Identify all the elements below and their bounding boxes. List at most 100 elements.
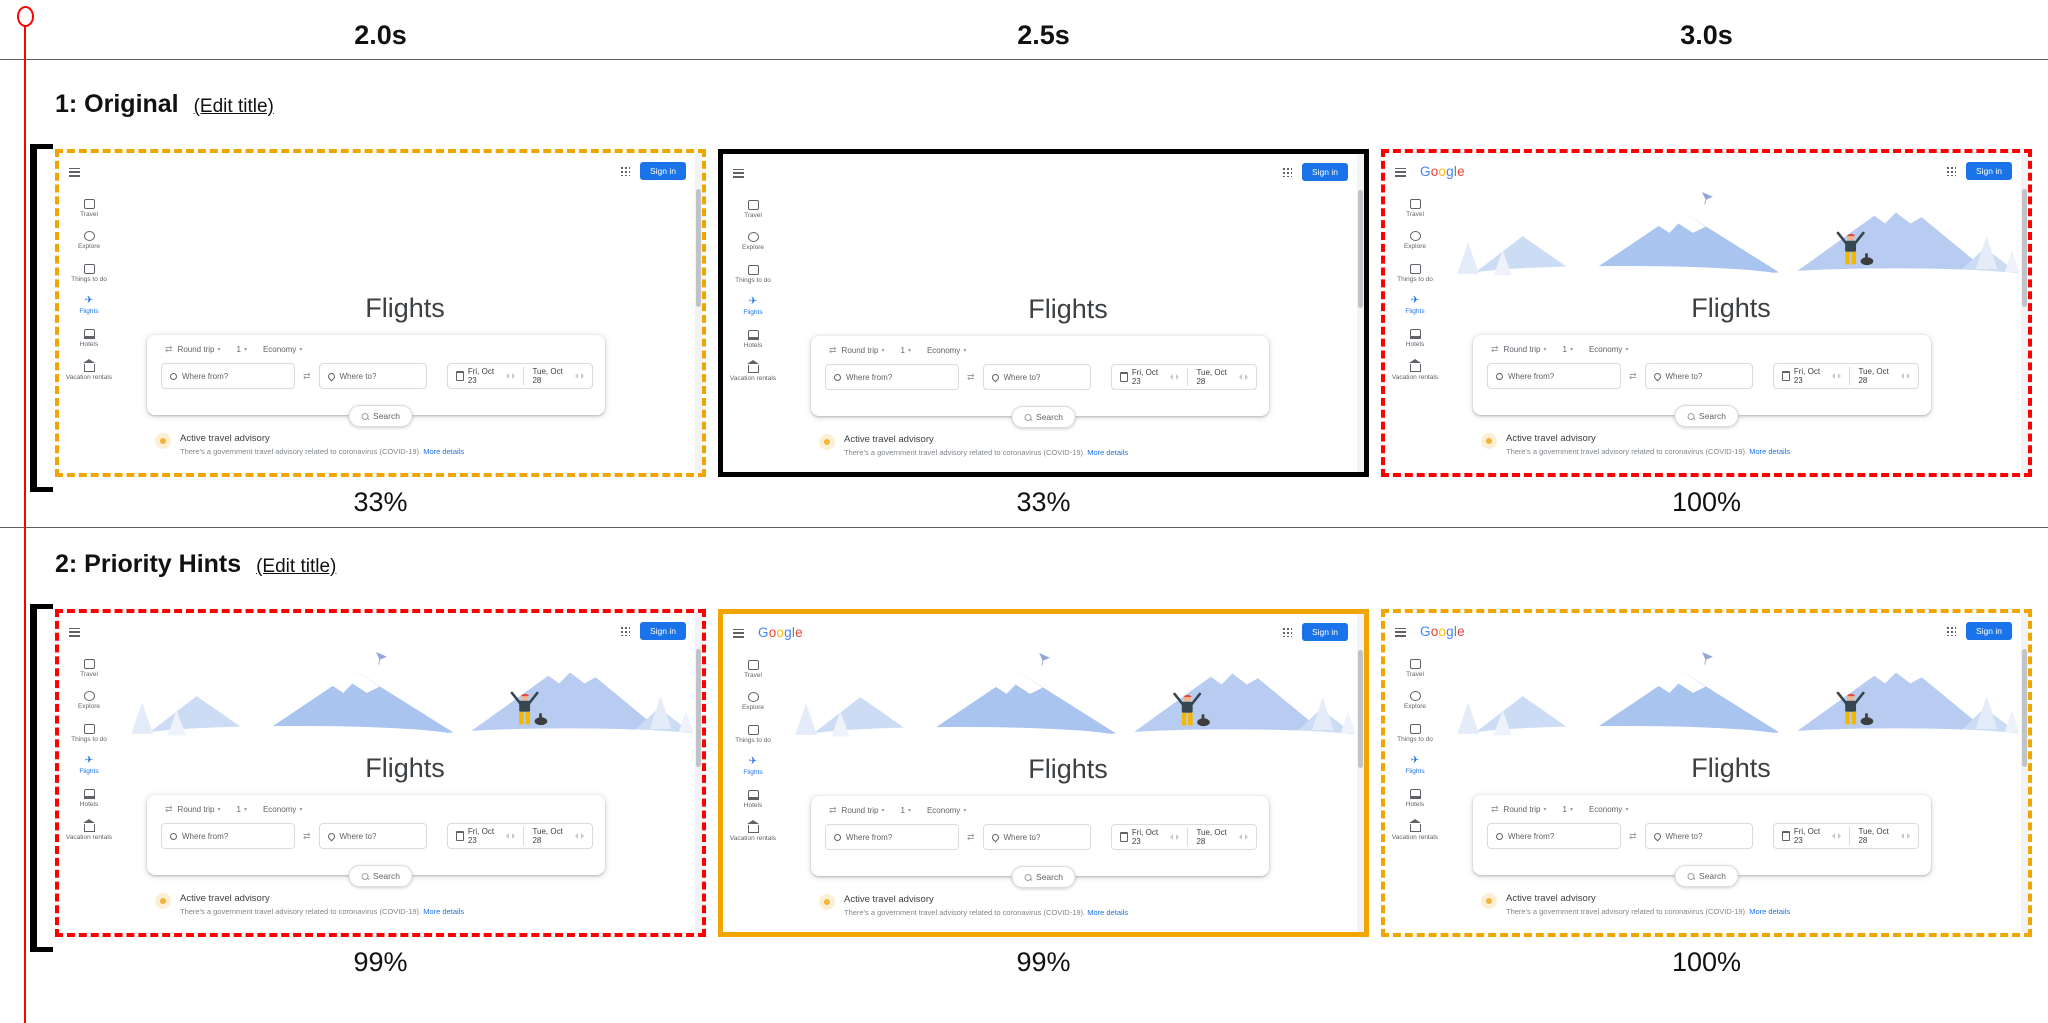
return-date: Tue, Oct 28 xyxy=(523,827,592,845)
date-range-field: Fri, Oct 23 Tue, Oct 28 xyxy=(1111,824,1257,850)
luggage-icon xyxy=(83,199,95,209)
sidebar-item-explore: Explore xyxy=(1389,691,1441,710)
scrollbar-thumb xyxy=(1358,650,1363,768)
filmstrip-frame[interactable]: Google Sign in Travel Explore xyxy=(55,609,706,937)
date-range-field: Fri, Oct 23 Tue, Oct 28 xyxy=(1111,364,1257,390)
sidebar-item-hotels: Hotels xyxy=(1389,788,1441,808)
page-topbar: Google Sign in xyxy=(1395,621,2012,641)
page-sidebar: Travel Explore Things to do ✈ Flights Ho… xyxy=(727,200,779,383)
trip-type-select: ⇄ Round trip ▾ xyxy=(165,804,221,814)
more-details-link: More details xyxy=(1749,447,1791,456)
filmstrip-frame[interactable]: Google Sign in Travel Explore xyxy=(718,609,1369,937)
search-icon xyxy=(1024,413,1032,421)
page-sidebar: Travel Explore Things to do ✈ Flights Ho… xyxy=(63,659,115,842)
sidebar-item-flights: ✈ Flights xyxy=(1405,295,1425,316)
sidebar-item-travel: Travel xyxy=(1389,659,1441,678)
page-topbar: Google Sign in xyxy=(1395,161,2012,181)
search-button: Search xyxy=(1011,866,1076,888)
page-scrollbar xyxy=(695,613,702,933)
visual-progress-label: 99% xyxy=(1016,947,1071,977)
filmstrip-frame[interactable]: Google Sign in Travel Explore xyxy=(55,149,706,477)
edit-title-link[interactable]: (Edit title) xyxy=(193,96,274,117)
search-card: ⇄ Round trip ▾ 1 ▾ Economy ▾ xyxy=(147,795,605,875)
travel-advisory: Active travel advisory There's a governm… xyxy=(819,434,1255,457)
date-range-field: Fri, Oct 23 Tue, Oct 28 xyxy=(447,823,593,849)
more-details-link: More details xyxy=(423,447,465,456)
date-range-field: Fri, Oct 23 Tue, Oct 28 xyxy=(447,363,593,389)
filmstrip-cell: Google Sign in Travel Explore xyxy=(718,609,1369,977)
chevron-down-icon: ▾ xyxy=(1569,807,1573,813)
section-divider xyxy=(0,527,2048,528)
section-heading: 2: Priority Hints (Edit title) xyxy=(55,550,2048,579)
calendar-icon xyxy=(456,371,464,381)
sidebar-item-explore: Explore xyxy=(727,232,779,251)
calendar-icon xyxy=(456,831,464,841)
explore-icon xyxy=(83,691,95,702)
filmstrip-frame[interactable]: Google Sign in Travel Explore xyxy=(1381,609,2032,937)
page-sidebar: Travel Explore Things to do ✈ Flights Ho… xyxy=(63,199,115,382)
apps-grid-icon xyxy=(620,166,630,176)
hotels-icon xyxy=(747,329,759,340)
sidebar-item-flights: ✈ Flights xyxy=(743,296,763,317)
explore-icon xyxy=(1409,231,1421,242)
date-stepper-icons xyxy=(506,373,516,379)
scrollbar-thumb xyxy=(2022,189,2027,307)
depart-date: Fri, Oct 23 xyxy=(1774,827,1849,845)
sidebar-item-explore: Explore xyxy=(1389,231,1441,250)
luggage-icon xyxy=(1409,199,1421,209)
apps-grid-icon xyxy=(1946,166,1956,176)
destination-field: Where to? xyxy=(318,823,428,849)
return-date: Tue, Oct 28 xyxy=(1849,367,1918,385)
explore-icon xyxy=(83,231,95,242)
filmstrip-frame[interactable]: Google Sign in Travel Explore xyxy=(718,149,1369,477)
date-stepper-icons xyxy=(1832,373,1842,379)
things-icon xyxy=(747,724,759,735)
destination-field: Where to? xyxy=(982,824,1092,850)
menu-icon xyxy=(1395,627,1406,637)
hotels-icon xyxy=(747,789,759,800)
origin-icon xyxy=(170,832,177,840)
chevron-down-icon: ▾ xyxy=(217,347,221,353)
sidebar-item-travel: Travel xyxy=(727,660,779,679)
destination-field: Where to? xyxy=(1644,823,1754,849)
hotels-icon xyxy=(1409,788,1421,799)
paraglider-icon xyxy=(1039,653,1050,666)
page-topbar: Google Sign in xyxy=(69,621,686,641)
menu-icon xyxy=(69,627,80,637)
origin-field: Where from? xyxy=(825,824,959,850)
section-heading: 1: Original (Edit title) xyxy=(55,90,2048,119)
sidebar-item-explore: Explore xyxy=(63,231,115,250)
search-card: ⇄ Round trip ▾ 1 ▾ Economy ▾ xyxy=(1473,335,1931,415)
search-card: ⇄ Round trip ▾ 1 ▾ Economy ▾ xyxy=(811,336,1269,416)
chevron-down-icon: ▾ xyxy=(963,348,967,354)
scrollbar-thumb xyxy=(696,189,701,307)
sidebar-item-travel: Travel xyxy=(63,659,115,678)
return-date: Tue, Oct 28 xyxy=(1187,828,1256,846)
date-stepper-icons xyxy=(575,373,584,379)
hotels-icon xyxy=(83,328,95,339)
timeline-playhead-line[interactable] xyxy=(24,20,26,1023)
page-scrollbar xyxy=(2021,613,2028,933)
advisory-icon xyxy=(155,893,171,909)
sidebar-item-things-to-do: Things to do xyxy=(63,263,115,283)
vacation-icon xyxy=(82,819,95,833)
depart-date: Fri, Oct 23 xyxy=(1774,367,1849,385)
flights-icon: ✈ xyxy=(748,296,758,308)
page-sidebar: Travel Explore Things to do ✈ Flights Ho… xyxy=(1389,659,1441,842)
timeline-playhead-handle[interactable] xyxy=(17,6,34,27)
filmstrip-frame[interactable]: Google Sign in Travel Explore xyxy=(1381,149,2032,477)
calendar-icon xyxy=(1782,371,1790,381)
visual-progress-label: 99% xyxy=(353,947,408,977)
chevron-down-icon: ▾ xyxy=(963,808,967,814)
section-title: 1: Original xyxy=(55,90,179,118)
flights-icon: ✈ xyxy=(1410,295,1420,307)
location-pin-icon xyxy=(326,831,336,841)
menu-icon xyxy=(733,628,744,638)
hero-illustration xyxy=(779,642,1357,760)
swap-icon: ⇄ xyxy=(966,831,975,842)
date-stepper-icons xyxy=(1901,833,1910,839)
hero-illustration xyxy=(1441,641,2021,759)
chevron-down-icon: ▾ xyxy=(243,347,247,353)
edit-title-link[interactable]: (Edit title) xyxy=(256,556,337,577)
sidebar-item-hotels: Hotels xyxy=(63,788,115,808)
